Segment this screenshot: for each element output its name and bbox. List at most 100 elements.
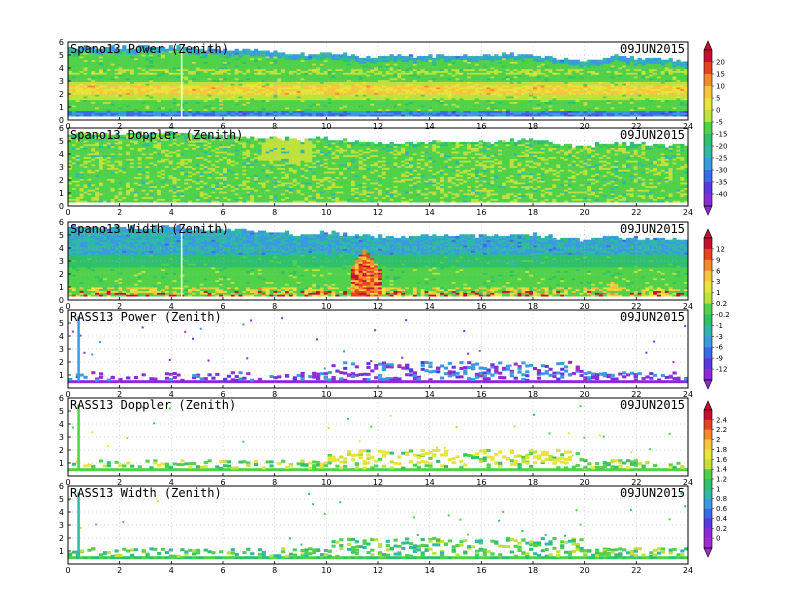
heatmap-cell xyxy=(548,85,553,88)
heatmap-cell xyxy=(533,79,538,82)
heatmap-cell xyxy=(610,56,615,59)
heatmap-cell xyxy=(494,72,499,75)
heatmap-cell xyxy=(502,65,507,68)
heatmap-cell xyxy=(168,45,173,48)
heatmap-cell xyxy=(459,85,464,88)
heatmap-cell xyxy=(95,68,100,72)
heatmap-cell xyxy=(393,88,398,92)
heatmap-cell xyxy=(308,72,313,75)
heatmap-cell xyxy=(347,81,352,84)
heatmap-cell xyxy=(544,76,549,79)
heatmap-cell xyxy=(157,54,162,57)
heatmap-cell xyxy=(230,114,235,117)
heatmap-cell xyxy=(184,77,189,81)
heatmap-cell xyxy=(482,85,487,88)
heatmap-cell xyxy=(347,85,352,88)
heatmap-cell xyxy=(215,110,220,113)
heatmap-cell xyxy=(533,85,538,88)
heatmap-cell xyxy=(269,114,274,117)
heatmap-cell xyxy=(560,70,565,73)
heatmap-cell xyxy=(102,94,108,97)
heatmap-cell xyxy=(502,94,507,97)
heatmap-cell xyxy=(99,101,104,104)
heatmap-cell xyxy=(184,92,189,95)
heatmap-cell xyxy=(335,63,340,66)
heatmap-cell xyxy=(257,88,263,92)
heatmap-cell xyxy=(327,74,332,77)
heatmap-cell xyxy=(110,45,115,48)
heatmap-cell xyxy=(556,103,561,106)
heatmap-cell xyxy=(141,50,146,53)
heatmap-cell xyxy=(308,110,313,113)
heatmap-cell xyxy=(451,101,456,104)
heatmap-cell xyxy=(254,61,259,64)
heatmap-cell xyxy=(219,65,224,68)
heatmap-cell xyxy=(219,83,224,86)
heatmap-cell xyxy=(436,105,441,108)
heatmap-cell xyxy=(513,77,518,81)
heatmap-cell xyxy=(75,85,80,88)
heatmap-cell xyxy=(149,86,154,90)
heatmap-cell xyxy=(168,48,173,52)
heatmap-cell xyxy=(509,65,514,68)
heatmap-cell xyxy=(180,57,185,61)
heatmap-cell xyxy=(99,74,104,77)
heatmap-cell xyxy=(575,85,580,88)
heatmap-cell xyxy=(595,66,600,70)
heatmap-cell xyxy=(292,56,297,59)
heatmap-cell xyxy=(397,94,402,97)
heatmap-cell xyxy=(207,77,212,81)
heatmap-cell xyxy=(436,110,441,113)
heatmap-cell xyxy=(424,92,429,95)
heatmap-cell xyxy=(509,107,514,110)
heatmap-cell xyxy=(331,66,336,70)
heatmap-cell xyxy=(192,88,197,92)
heatmap-cell xyxy=(412,63,418,66)
heatmap-cell xyxy=(505,90,511,93)
heatmap-cell xyxy=(560,85,565,88)
heatmap-cell xyxy=(440,76,445,79)
heatmap-cell xyxy=(560,105,565,108)
heatmap-cell xyxy=(292,68,297,72)
heatmap-cell xyxy=(164,97,170,101)
heatmap-cell xyxy=(486,114,491,117)
heatmap-cell xyxy=(207,92,212,95)
heatmap-cell xyxy=(401,74,406,77)
heatmap-cell xyxy=(91,105,96,108)
heatmap-cell xyxy=(246,110,251,113)
heatmap-cell xyxy=(184,103,189,106)
heatmap-cell xyxy=(420,94,425,97)
heatmap-cell xyxy=(265,90,270,93)
heatmap-cell xyxy=(471,79,476,82)
heatmap-cell xyxy=(443,97,449,101)
heatmap-cell xyxy=(533,99,538,102)
heatmap-cell xyxy=(75,110,80,113)
heatmap-cell xyxy=(91,94,96,97)
heatmap-cell xyxy=(579,83,584,86)
heatmap-cell xyxy=(571,105,576,108)
heatmap-cell xyxy=(447,92,452,95)
heatmap-cell xyxy=(149,59,154,62)
heatmap-cell xyxy=(145,59,150,62)
heatmap-cell xyxy=(521,90,526,93)
heatmap-cell xyxy=(626,114,631,117)
heatmap-cell xyxy=(548,72,553,75)
heatmap-cell xyxy=(316,85,321,88)
heatmap-cell xyxy=(525,77,530,81)
heatmap-cell xyxy=(529,112,534,115)
heatmap-cell xyxy=(304,94,309,97)
heatmap-cell xyxy=(606,103,611,106)
heatmap-cell xyxy=(486,83,491,86)
heatmap-cell xyxy=(610,61,615,64)
heatmap-cell xyxy=(370,88,375,92)
heatmap-cell xyxy=(176,70,181,73)
heatmap-cell xyxy=(412,74,418,77)
heatmap-cell xyxy=(68,50,73,53)
heatmap-cell xyxy=(428,85,433,88)
heatmap-cell xyxy=(133,61,139,64)
heatmap-cell xyxy=(509,85,514,88)
heatmap-cell xyxy=(261,52,266,55)
heatmap-cell xyxy=(192,105,197,108)
heatmap-cell xyxy=(490,83,495,86)
heatmap-cell xyxy=(277,88,282,92)
